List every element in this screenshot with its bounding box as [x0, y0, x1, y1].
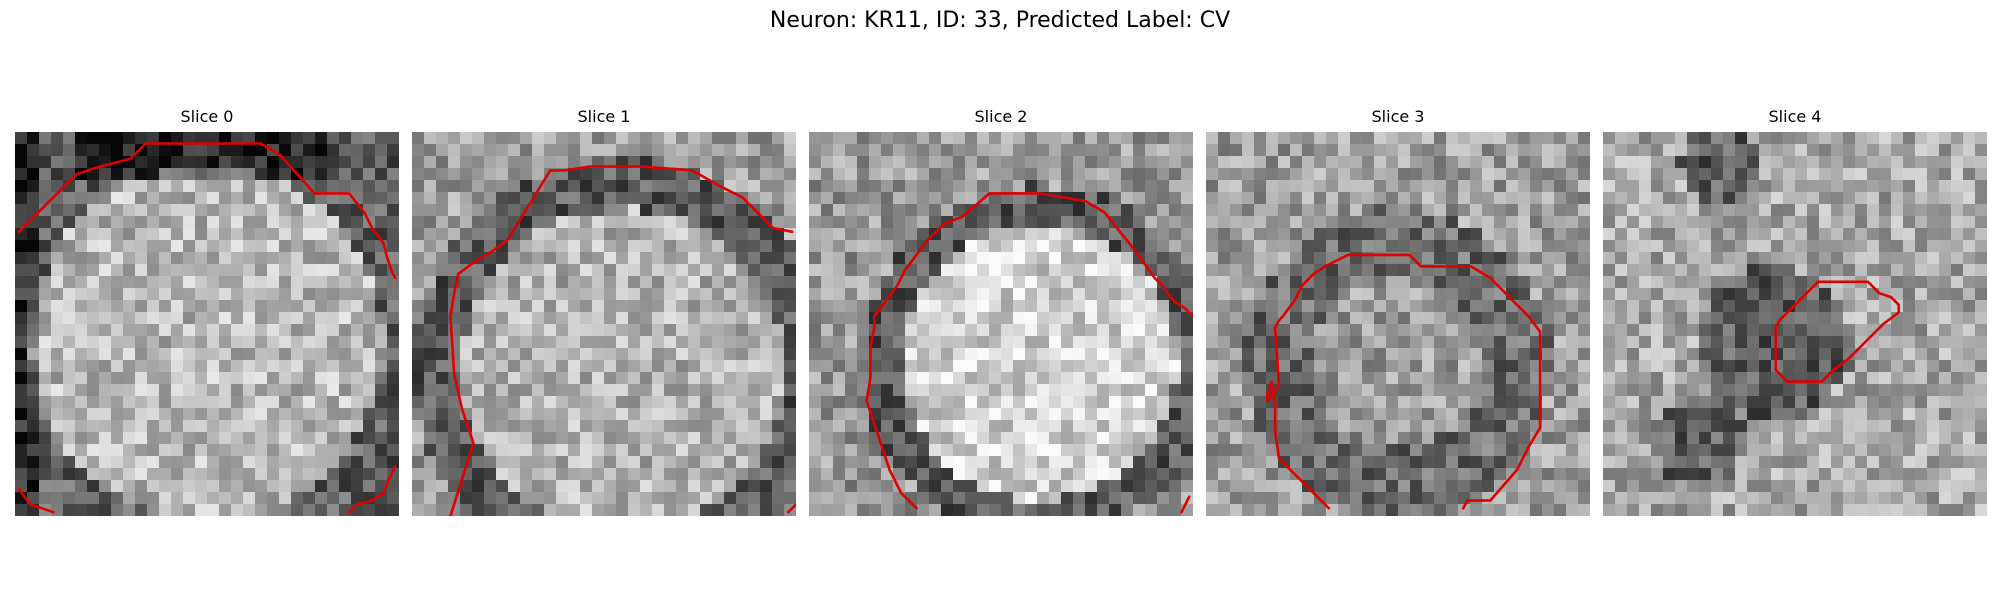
slice-title: Slice 0 [180, 107, 234, 126]
segmentation-contour [865, 192, 1193, 510]
slice-panel-0: Slice 0 [15, 106, 399, 516]
slice-image-1 [412, 132, 796, 516]
grayscale-pixels [15, 132, 399, 516]
slice-title: Slice 1 [577, 107, 631, 126]
slice-image-3 [1206, 132, 1590, 516]
grayscale-pixels [1603, 132, 1987, 516]
segmentation-contour [17, 487, 55, 514]
segmentation-contour [17, 142, 397, 280]
slice-title: Slice 4 [1768, 107, 1822, 126]
slice-image-0 [15, 132, 399, 516]
grayscale-pixels [809, 132, 1193, 516]
segmentation-contour [786, 503, 796, 514]
segmentation-contour [1774, 280, 1901, 383]
slice-image-2 [809, 132, 1193, 516]
segmentation-contour [347, 464, 397, 514]
slice-panel-3: Slice 3 [1206, 106, 1590, 516]
slice-panel-2: Slice 2 [809, 106, 1193, 516]
slice-title: Slice 3 [1371, 107, 1425, 126]
grayscale-pixels [1206, 132, 1590, 516]
segmentation-contour [1266, 253, 1542, 510]
segmentation-contour [1180, 495, 1191, 514]
grayscale-pixels [412, 132, 796, 516]
slice-panel-4: Slice 4 [1603, 106, 1987, 516]
segmentation-contour [449, 165, 794, 516]
slice-image-4 [1603, 132, 1987, 516]
slice-panel-1: Slice 1 [412, 106, 796, 516]
figure-title: Neuron: KR11, ID: 33, Predicted Label: C… [769, 8, 1231, 33]
slice-title: Slice 2 [974, 107, 1028, 126]
